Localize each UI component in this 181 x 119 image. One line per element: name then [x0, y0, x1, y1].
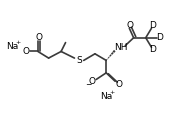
Text: D: D: [150, 22, 156, 30]
Text: +: +: [110, 90, 115, 95]
Text: O: O: [22, 47, 30, 56]
Text: +: +: [16, 40, 21, 45]
Text: Na: Na: [6, 42, 18, 51]
Text: O: O: [35, 33, 43, 42]
Text: D: D: [157, 33, 163, 42]
Text: O: O: [89, 77, 95, 86]
Text: O: O: [115, 80, 122, 89]
Text: D: D: [150, 45, 156, 54]
Text: S: S: [77, 56, 82, 65]
Text: Na: Na: [100, 92, 112, 101]
Text: NH: NH: [114, 43, 128, 52]
Text: O: O: [127, 21, 134, 30]
Text: −: −: [85, 80, 92, 89]
